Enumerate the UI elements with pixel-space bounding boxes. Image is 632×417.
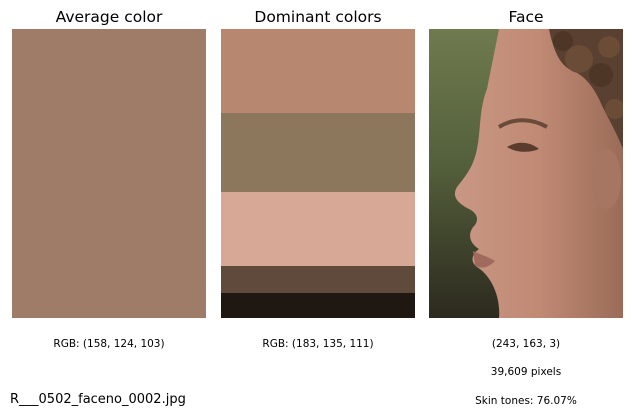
face-profile-illustration — [429, 29, 623, 318]
dominant-color-swatch — [221, 293, 415, 318]
face-image — [429, 29, 623, 318]
average-color-title: Average color — [55, 8, 163, 26]
dominant-colors-stack — [221, 29, 415, 318]
average-rgb-label: RGB: (158, 124, 103) — [53, 338, 165, 350]
file-name: R___0502_faceno_0002.jpg — [10, 392, 186, 407]
dominant-color-swatch — [221, 113, 415, 192]
dominant-color-swatch — [221, 266, 415, 293]
face-color-label: (243, 163, 3) — [491, 338, 561, 350]
dominant-colors-title: Dominant colors — [254, 8, 382, 26]
face-title: Face — [508, 8, 544, 26]
average-color-swatch — [12, 29, 206, 318]
dominant-color-swatch — [221, 29, 415, 113]
dominant-rgb-label: RGB: (183, 135, 111) — [262, 338, 374, 350]
skin-tones-label: Skin tones: 76.07% — [475, 395, 577, 407]
face-pixels-label: 39,609 pixels — [490, 366, 562, 378]
dominant-color-swatch — [221, 192, 415, 266]
